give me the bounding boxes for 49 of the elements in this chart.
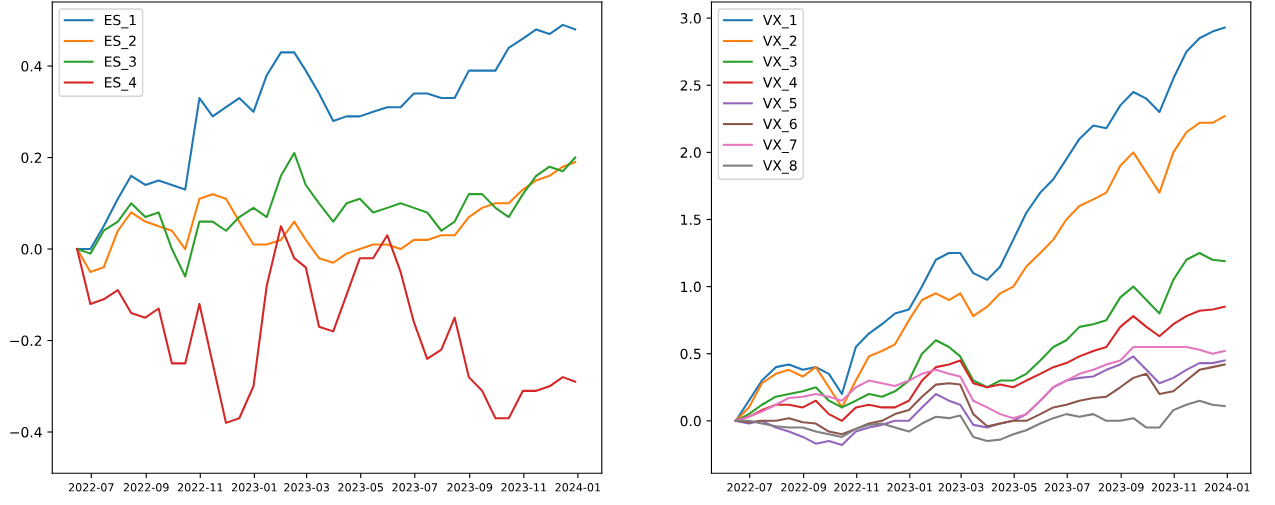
line-series	[734, 399, 1226, 443]
x-tick-label: 2022-07	[727, 483, 772, 492]
legend-label: ES_3	[105, 56, 136, 70]
legend-label: VX_3	[762, 56, 797, 70]
legend-label: VX_1	[762, 14, 797, 29]
legend-label: VX_5	[762, 98, 797, 112]
line-series	[76, 225, 577, 424]
line-series	[734, 115, 1226, 422]
line-series	[734, 345, 1226, 422]
legend-label: VX_8	[762, 160, 797, 174]
x-tick-label: 2023-01	[231, 483, 277, 492]
legend-label: VX_2	[762, 35, 797, 50]
x-tick-label: 2023-05	[991, 483, 1037, 492]
x-tick-label: 2022-09	[781, 483, 827, 492]
x-tick-label: 2023-05	[338, 483, 383, 492]
x-tick-label: 2023-09	[1098, 483, 1144, 492]
y-tick-label: −0.4	[10, 426, 42, 438]
legend-label: ES_2	[105, 35, 136, 50]
y-tick-label: 0.4	[21, 61, 42, 72]
legend-label: VX_7	[762, 139, 797, 153]
y-tick-label: 3.0	[680, 13, 701, 24]
line-series	[734, 252, 1226, 422]
x-tick-label: 2023-07	[1044, 483, 1090, 492]
x-tick-label: 2023-01	[887, 483, 932, 492]
legend-label: VX_6	[762, 118, 797, 133]
legend-label: ES_4	[105, 77, 137, 91]
x-tick-label: 2024-01	[1204, 483, 1250, 492]
x-tick-label: 2023-03	[938, 483, 984, 492]
x-tick-label: 2023-11	[1151, 483, 1197, 492]
x-tick-label: 2023-09	[447, 483, 493, 492]
y-tick-label: 1.0	[681, 281, 701, 293]
y-tick-label: 2.0	[680, 147, 701, 158]
x-tick-label: 2022-11	[834, 483, 879, 492]
x-tick-label: 2022-11	[177, 483, 223, 492]
x-tick-label: 2024-01	[555, 483, 601, 492]
y-tick-label: 0.2	[21, 152, 42, 164]
y-tick-label: 1.5	[681, 214, 701, 225]
y-tick-label: −0.2	[10, 335, 42, 346]
x-tick-label: 2022-09	[123, 483, 169, 492]
x-tick-label: 2023-11	[501, 483, 546, 492]
y-tick-label: 0.0	[680, 415, 701, 427]
x-tick-label: 2022-07	[68, 483, 114, 492]
y-tick-label: 0.5	[680, 348, 701, 360]
x-tick-label: 2023-03	[284, 483, 329, 492]
y-tick-label: 0.0	[21, 244, 42, 255]
y-tick-label: 2.5	[680, 80, 701, 91]
x-tick-label: 2023-07	[392, 483, 438, 492]
legend-label: ES_1	[105, 14, 136, 29]
legend-label: VX_4	[762, 77, 797, 91]
